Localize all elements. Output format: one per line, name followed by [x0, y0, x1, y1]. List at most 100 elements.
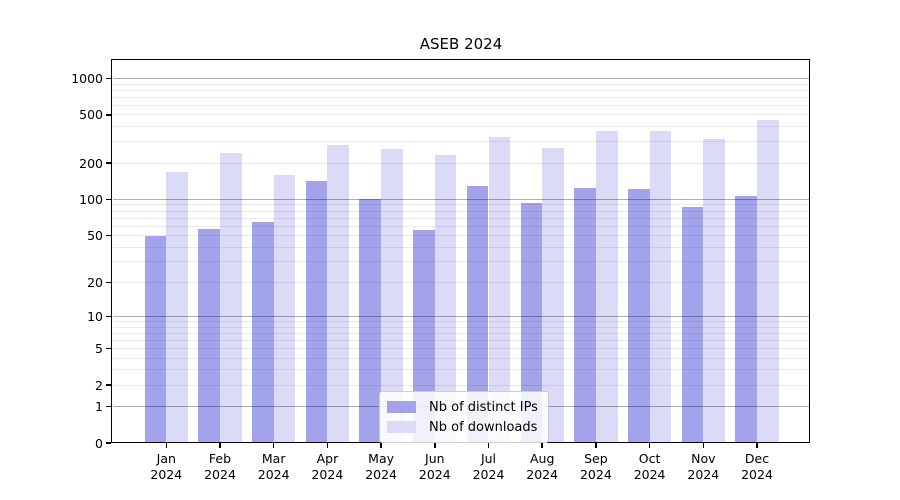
x-tick-nov — [702, 443, 705, 448]
bar-downloads-oct — [649, 130, 672, 443]
y-tick-200 — [106, 162, 112, 164]
y-tick-label-200: 200 — [79, 155, 103, 171]
x-tick-year: 2024 — [633, 467, 666, 482]
legend-item-distinct-ips: Nb of distinct IPs — [387, 397, 538, 417]
gridline-minor-8 — [113, 326, 810, 328]
gridline-minor-30 — [113, 261, 810, 263]
bar-downloads-jul — [488, 136, 511, 443]
x-tick-month: Apr — [316, 451, 339, 466]
x-tick-year: 2024 — [204, 467, 236, 482]
bar-downloads-jan — [166, 171, 188, 443]
y-tick-20 — [106, 281, 112, 284]
x-tick-jan — [165, 443, 168, 448]
x-tick-label-dec: Dec 2024 — [741, 451, 773, 483]
gridline-minor-800 — [113, 89, 810, 91]
x-tick-year: 2024 — [579, 467, 612, 482]
bar-distinct-ips-jun — [413, 229, 435, 443]
x-tick-jun — [434, 443, 436, 448]
y-tick-50 — [106, 234, 112, 237]
x-tick-label-jul: Jul 2024 — [473, 451, 505, 483]
gridline-major-10 — [113, 315, 810, 317]
y-tick-2 — [106, 384, 112, 386]
x-tick-month: Mar — [261, 451, 286, 466]
gridline-minor-80 — [113, 210, 810, 212]
gridline-minor-300 — [113, 141, 810, 143]
bar-distinct-ips-apr — [305, 181, 328, 443]
x-tick-label-feb: Feb 2024 — [204, 451, 236, 483]
x-tick-month: Jul — [480, 451, 497, 466]
y-tick-1 — [106, 405, 112, 408]
x-tick-month: Jan — [156, 451, 176, 466]
bar-distinct-ips-oct — [627, 189, 650, 443]
x-tick-label-apr: Apr 2024 — [311, 451, 343, 483]
gridline-major-100 — [113, 198, 810, 200]
bar-downloads-mar — [273, 174, 296, 443]
legend: Nb of distinct IPs Nb of downloads — [379, 391, 549, 443]
bar-distinct-ips-dec — [735, 195, 757, 443]
x-tick-month: Jun — [425, 451, 445, 466]
x-tick-label-sep: Sep 2024 — [580, 451, 612, 483]
x-tick-label-aug: Aug 2024 — [526, 451, 558, 483]
x-tick-year: 2024 — [418, 467, 451, 482]
gridline-minor-4 — [113, 357, 810, 359]
y-tick-label-50: 50 — [87, 228, 103, 244]
x-tick-year: 2024 — [365, 467, 397, 482]
legend-label-distinct-ips: Nb of distinct IPs — [429, 399, 538, 415]
gridline-minor-900 — [113, 83, 810, 85]
gridline-minor-50 — [113, 235, 810, 237]
x-tick-month: Nov — [691, 451, 716, 466]
bar-downloads-nov — [703, 139, 725, 443]
x-tick-year: 2024 — [741, 467, 773, 482]
x-tick-may — [380, 443, 382, 448]
x-tick-year: 2024 — [311, 467, 344, 482]
legend-item-downloads: Nb of downloads — [387, 417, 538, 437]
x-tick-aug — [541, 443, 543, 448]
y-tick-500 — [106, 114, 112, 116]
bar-distinct-ips-feb — [198, 228, 220, 443]
x-tick-month: Sep — [584, 451, 608, 466]
y-tick-label-1: 1 — [95, 398, 103, 414]
gridline-minor-400 — [113, 126, 810, 128]
gridline-minor-5 — [113, 347, 810, 349]
gridline-minor-2 — [113, 384, 810, 386]
bar-distinct-ips-aug — [520, 202, 543, 443]
bar-distinct-ips-jul — [466, 185, 489, 443]
gridline-minor-70 — [113, 217, 810, 219]
chart-title: ASEB 2024 — [419, 35, 503, 53]
x-tick-year: 2024 — [472, 467, 505, 482]
gridline-minor-40 — [113, 246, 810, 248]
y-tick-label-20: 20 — [87, 274, 103, 290]
y-tick-0 — [106, 442, 112, 444]
gridline-minor-3 — [113, 369, 810, 371]
y-tick-label-0: 0 — [95, 435, 103, 451]
gridline-minor-600 — [113, 104, 810, 106]
gridline-major-1000 — [113, 77, 810, 79]
x-tick-label-oct: Oct 2024 — [634, 451, 666, 483]
x-tick-label-may: May 2024 — [365, 451, 397, 483]
y-tick-label-1000: 1000 — [71, 70, 103, 86]
gridline-minor-6 — [113, 339, 810, 341]
x-tick-year: 2024 — [150, 467, 183, 482]
x-tick-apr — [326, 443, 329, 448]
bar-downloads-may — [381, 148, 403, 443]
x-tick-label-jan: Jan 2024 — [150, 451, 182, 483]
gridline-minor-9 — [113, 321, 810, 322]
gridline-minor-60 — [113, 225, 810, 227]
x-tick-month: Oct — [638, 451, 661, 466]
x-tick-sep — [595, 443, 597, 448]
x-tick-dec — [756, 443, 758, 448]
y-tick-10 — [106, 315, 112, 318]
bar-downloads-feb — [220, 153, 242, 443]
x-tick-label-nov: Nov 2024 — [687, 451, 719, 483]
x-tick-month: Aug — [529, 451, 555, 466]
bar-downloads-apr — [327, 144, 350, 443]
y-tick-label-5: 5 — [95, 340, 103, 356]
y-tick-label-2: 2 — [95, 377, 103, 393]
x-tick-month: Feb — [208, 451, 232, 466]
x-tick-month: Dec — [744, 451, 770, 466]
bar-distinct-ips-mar — [252, 221, 274, 443]
x-tick-label-mar: Mar 2024 — [258, 451, 290, 483]
x-tick-label-jun: Jun 2024 — [419, 451, 451, 483]
x-tick-oct — [648, 443, 651, 448]
bar-downloads-aug — [542, 148, 564, 443]
